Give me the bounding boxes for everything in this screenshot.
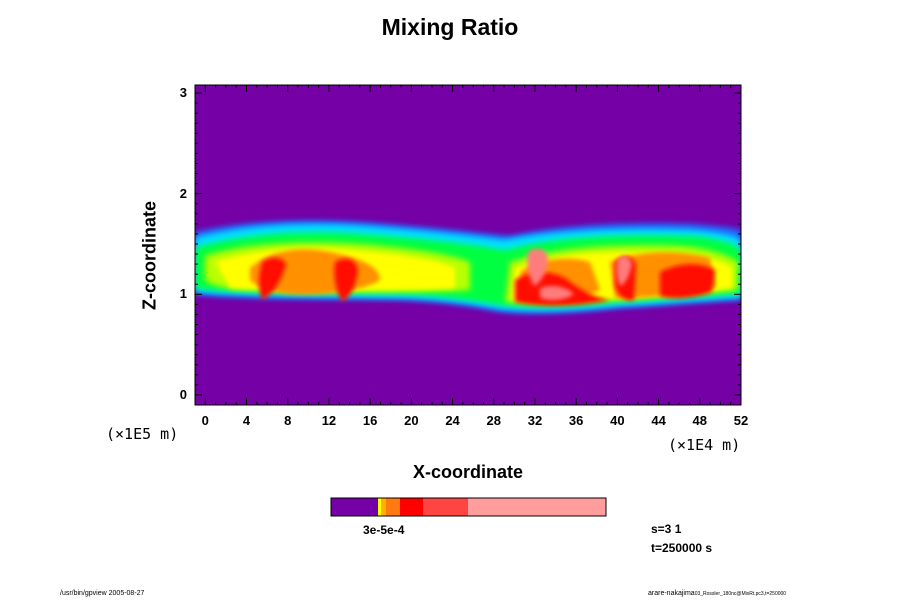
x-tick-label: 48 <box>692 413 708 428</box>
x-tick-label: 12 <box>321 413 337 428</box>
colorbar-segment-2 <box>381 498 386 516</box>
x-tick-label: 16 <box>362 413 378 428</box>
x-tick-label: 36 <box>568 413 584 428</box>
footer-right-main: arare-nakajima <box>648 590 695 597</box>
y-tick-label: 2 <box>179 185 187 201</box>
colorbar-segment-5 <box>423 498 468 516</box>
y-axis-unit: (×1E5 m) <box>106 425 179 443</box>
x-tick-label: 20 <box>404 413 419 428</box>
x-tick-label: 28 <box>486 413 501 428</box>
y-tick-label: 3 <box>179 85 187 101</box>
x-tick-label: 8 <box>284 413 292 428</box>
x-tick-label: 52 <box>733 413 749 428</box>
footer-right: arare-nakajima03_Rossler_180nc@MixRt.pc3… <box>648 590 786 597</box>
footer-left: /usr/bin/gpview 2005-08-27 <box>60 590 145 597</box>
footer-right-sub: 03_Rossler_180nc@MixRt.pc3,t=250000 <box>694 591 787 597</box>
colorbar-segment-4 <box>400 498 423 516</box>
x-tick-label: 40 <box>610 413 625 428</box>
x-tick-label: 0 <box>201 413 209 428</box>
colorbar <box>330 497 607 517</box>
colorbar-segment-1 <box>378 498 381 516</box>
colorbar-segment-6 <box>468 498 606 516</box>
chart-title: Mixing Ratio <box>381 14 519 40</box>
x-tick-label: 24 <box>445 413 460 428</box>
x-tick-label: 4 <box>242 413 251 428</box>
colorbar-segment-0 <box>331 498 378 516</box>
x-axis-label: X-coordinate <box>412 462 523 482</box>
plot-frame <box>194 84 742 406</box>
x-tick-label: 44 <box>651 413 666 428</box>
y-tick-label: 0 <box>179 386 187 402</box>
info-t: t=250000 s <box>651 541 713 555</box>
field-layer-pink <box>527 248 632 301</box>
colorbar-frame <box>330 497 607 517</box>
x-tick-label: 32 <box>527 413 543 428</box>
colorbar-label: 3e-5e-4 <box>363 523 405 537</box>
x-axis-unit: (×1E4 m) <box>668 436 741 454</box>
colorbar-segment-3 <box>386 498 400 516</box>
mixing-ratio-field <box>195 220 741 314</box>
y-tick-label: 1 <box>179 286 187 302</box>
axis-ticks <box>194 85 742 405</box>
info-s: s=3 1 <box>651 522 682 536</box>
